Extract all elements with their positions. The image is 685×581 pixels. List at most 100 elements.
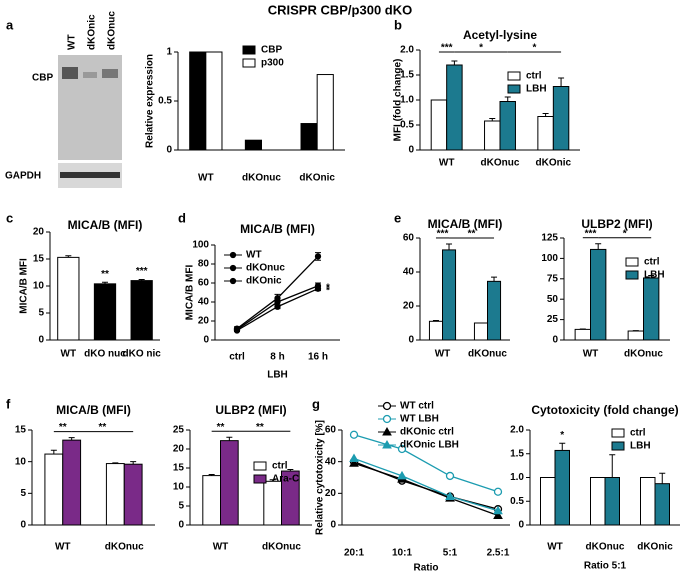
y-tick-label: 125	[541, 233, 558, 244]
x-tick-label: 20:1	[344, 548, 364, 559]
significance: *	[560, 430, 564, 441]
significance: *	[479, 43, 483, 54]
x-tick-label: WT	[583, 349, 599, 360]
legend-marker	[231, 279, 236, 284]
chart-title: MICA/B (MFI)	[56, 403, 131, 417]
legend-label: LBH	[644, 270, 665, 281]
y-tick-label: 20	[403, 301, 415, 312]
error-bar	[51, 450, 57, 454]
chart-title: MICA/B (MFI)	[68, 218, 143, 232]
blot-gapdh-band	[60, 172, 120, 178]
bar	[317, 75, 333, 150]
y-tick-label: 0	[552, 335, 558, 346]
y-tick-label: 20	[198, 316, 210, 327]
legend-marker	[231, 266, 236, 271]
panel-letter: e	[394, 210, 401, 225]
legend-swatch	[508, 85, 520, 93]
bar	[63, 440, 81, 525]
y-tick-label: 75	[547, 273, 559, 284]
bar	[206, 52, 222, 150]
legend-swatch	[508, 72, 520, 80]
error-bar	[659, 473, 665, 483]
legend-label: dKOnic ctrl	[400, 427, 454, 438]
bar	[124, 464, 142, 525]
y-axis-title: Relative expression	[145, 54, 156, 148]
y-tick-label: 25	[173, 425, 185, 436]
bar	[485, 121, 500, 150]
significance: **	[99, 422, 107, 433]
bar	[221, 441, 239, 525]
legend-label: ctrl	[526, 71, 542, 82]
y-tick-label: 40	[198, 297, 210, 308]
x-axis-title: Ratio 5:1	[584, 561, 627, 572]
y-tick-label: 0	[178, 520, 184, 531]
bar	[591, 249, 606, 340]
y-tick-label: 15	[33, 254, 45, 265]
error-bar	[559, 443, 565, 450]
bar	[106, 464, 124, 525]
error-bar	[595, 244, 601, 250]
significance: ***	[437, 229, 449, 240]
figure-title: CRISPR CBP/p300 dKO	[268, 2, 412, 17]
y-tick-label: 1.0	[510, 472, 524, 483]
bar	[655, 484, 670, 525]
y-tick-label: 40	[403, 267, 415, 278]
bar	[190, 52, 206, 150]
y-tick-label: 25	[547, 314, 559, 325]
y-tick-label: 0	[38, 335, 44, 346]
legend-label: ctrl	[272, 461, 288, 472]
bar	[45, 454, 63, 525]
significance: *	[623, 228, 627, 239]
point	[235, 328, 240, 333]
x-tick-label: WT	[547, 542, 563, 553]
x-tick-label: dKO nuc	[84, 349, 126, 360]
y-tick-label: 1	[166, 47, 172, 58]
legend-label: Ara-C	[272, 474, 299, 485]
chart-title: MICA/B (MFI)	[240, 222, 315, 236]
legend-label: ctrl	[644, 257, 660, 268]
error-bar	[446, 244, 452, 250]
legend-swatch	[612, 429, 624, 437]
x-tick-label: 10:1	[392, 548, 412, 559]
point	[275, 304, 280, 309]
x-tick-label: dKOnuc	[468, 349, 507, 360]
bar	[553, 87, 568, 151]
point	[447, 472, 454, 479]
lane-label: dKOnuc	[107, 11, 118, 50]
legend-label: CBP	[261, 45, 282, 56]
x-tick-label: dKOnuc	[105, 542, 144, 553]
x-tick-label: WT	[198, 173, 214, 184]
significance: ***	[136, 266, 148, 277]
y-tick-label: 10	[173, 482, 185, 493]
bar	[245, 140, 261, 150]
error-bar	[451, 61, 457, 65]
y-tick-label: 20	[325, 488, 337, 499]
legend-label: WT LBH	[400, 414, 439, 425]
bar	[431, 100, 446, 150]
legend-label: WT	[246, 250, 262, 261]
y-tick-label: 0	[518, 520, 524, 531]
y-tick-label: 0	[330, 520, 336, 531]
bar	[555, 450, 570, 525]
x-tick-label: dKOnic	[299, 173, 335, 184]
y-tick-label: 100	[541, 253, 558, 264]
y-tick-label: 15	[15, 425, 27, 436]
significance: **	[101, 269, 109, 280]
point	[316, 254, 321, 259]
error-bar	[609, 455, 615, 478]
legend-swatch	[626, 271, 638, 279]
lane-label: WT	[67, 34, 78, 50]
legend-swatch	[254, 475, 266, 483]
row-label: CBP	[32, 73, 53, 84]
x-tick-label: dKO nic	[122, 349, 161, 360]
series-line	[354, 462, 498, 510]
bar	[264, 481, 282, 525]
x-tick-label: dKOnuc	[586, 542, 625, 553]
y-tick-label: 0	[203, 335, 209, 346]
x-tick-label: WT	[213, 542, 229, 553]
blot-cbp-band	[62, 67, 78, 79]
panel-letter: c	[6, 210, 13, 225]
legend-label: dKOnic LBH	[400, 440, 459, 451]
point	[316, 286, 321, 291]
x-tick-label: dKOnuc	[242, 173, 281, 184]
